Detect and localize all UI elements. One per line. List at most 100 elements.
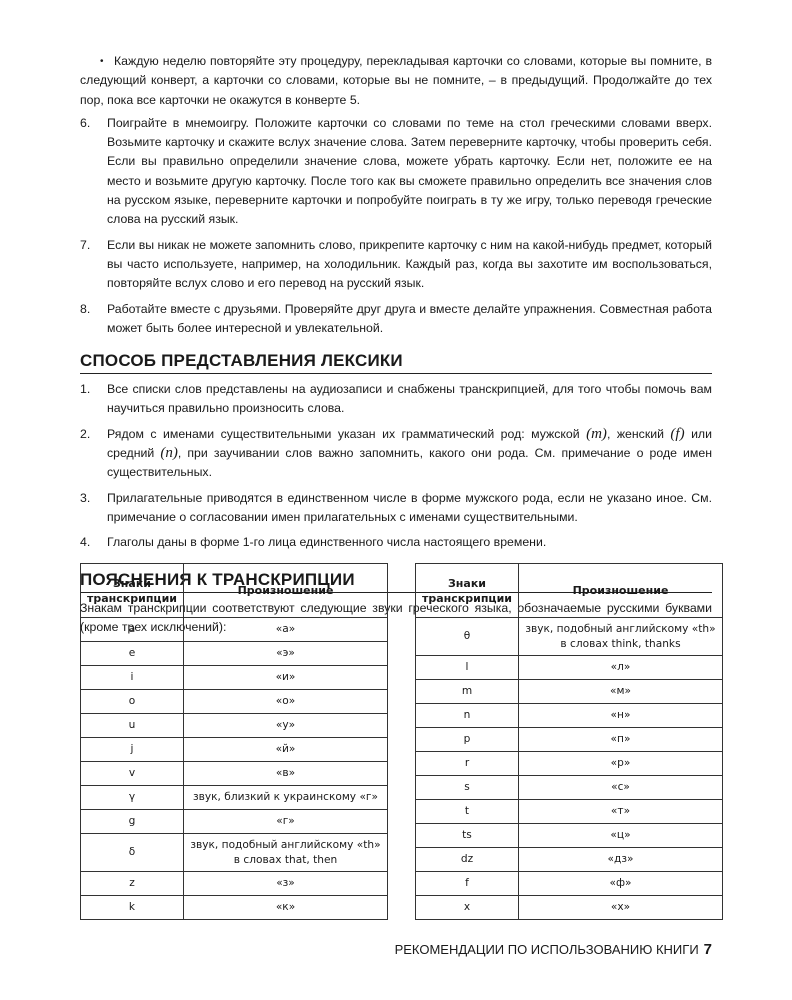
section-heading: СПОСОБ ПРЕДСТАВЛЕНИЯ ЛЕКСИКИ [80, 350, 712, 375]
pronunciation-cell: звук, близкий к украинскому «г» [183, 785, 388, 810]
table-row: m «м» [415, 679, 723, 704]
pronunciation-cell: «э» [183, 641, 388, 666]
bullet: • [100, 56, 104, 67]
item-number: 6. [80, 115, 91, 130]
list-item: 4. Глаголы даны в форме 1-го лица единств… [80, 533, 712, 552]
table-row: ts «ц» [415, 823, 723, 848]
symbol-cell: e [80, 641, 184, 666]
pronunciation-cell: «о» [183, 689, 388, 714]
symbol-cell: k [80, 895, 184, 920]
header-cell: Произношение [518, 563, 723, 618]
table-row: o «о» [80, 689, 388, 714]
footer: РЕКОМЕНДАЦИИ ПО ИСПОЛЬЗОВАНИЮ КНИГИ 7 [395, 941, 712, 958]
list-item: 3. Прилагательные приводятся в единственн… [80, 489, 712, 528]
list-item: 1. Все списки слов представлены на аудиоз… [80, 380, 712, 419]
header-cell: Знаки транскрипции [415, 563, 519, 618]
pronunciation-cell: «и» [183, 665, 388, 690]
pronunciation-cell: «н» [518, 703, 723, 728]
symbol-cell: dz [415, 847, 519, 872]
table-row: x «х» [415, 895, 723, 920]
symbol-cell: f [415, 871, 519, 896]
pronunciation-cell: «ц» [518, 823, 723, 848]
table-row: i «и» [80, 665, 388, 690]
item-number: 3. [80, 490, 91, 505]
pronunciation-cell: «у» [183, 713, 388, 738]
table-row: dz «дз» [415, 847, 723, 872]
pronunciation-cell: «х» [518, 895, 723, 920]
bullet-paragraph: • Каждую неделю повторяйте эту процедуру,… [80, 52, 712, 110]
table-row: s «с» [415, 775, 723, 800]
symbol-cell: g [80, 809, 184, 834]
pronunciation-cell: «л» [518, 655, 723, 680]
table-row: l «л» [415, 655, 723, 680]
symbol-cell: x [415, 895, 519, 920]
transcription-table: Знаки транскрипции Произношение a «а» e «э» i «… [80, 563, 388, 920]
list-item: 7. Если вы никак не можете запомнить слов… [80, 236, 712, 294]
symbol-cell: p [415, 727, 519, 752]
table-row: a «а» [80, 617, 388, 642]
item-number: 2. [80, 426, 91, 441]
symbol-cell: r [415, 751, 519, 776]
table-row: p «п» [415, 727, 723, 752]
pronunciation-cell: «м» [518, 679, 723, 704]
list-item: 2. Рядом с именами существительными указа… [80, 425, 712, 483]
item-text: Глаголы даны в форме 1-го лица единствен… [107, 535, 547, 550]
lexicon-list: 1. Все списки слов представлены на аудиоз… [80, 380, 712, 552]
table-row: γ звук, близкий к украинскому «г» [80, 785, 388, 810]
tips-list: 6. Поиграйте в мнемоигру. Положите карточ… [80, 114, 712, 338]
table-row: f «ф» [415, 871, 723, 896]
symbol-cell: z [80, 871, 184, 896]
item-text: Поиграйте в мнемоигру. Положите карточки… [107, 115, 712, 227]
header-cell: Знаки транскрипции [80, 563, 184, 618]
table-row: e «э» [80, 641, 388, 666]
item-text: или средний [107, 426, 712, 461]
pronunciation-cell: «р» [518, 751, 723, 776]
pronunciation-cell: «с» [518, 775, 723, 800]
transcription-table: Знаки транскрипции Произношение θ звук, под… [415, 563, 723, 920]
table-row: t «т» [415, 799, 723, 824]
table-row: g «г» [80, 809, 388, 834]
symbol-cell: s [415, 775, 519, 800]
symbol-cell: j [80, 737, 184, 762]
table-row: k «к» [80, 895, 388, 920]
item-number: 1. [80, 382, 91, 397]
list-item: 6. Поиграйте в мнемоигру. Положите карточ… [80, 114, 712, 230]
paragraph-text: Каждую неделю повторяйте эту процедуру, … [80, 54, 712, 107]
symbol-cell: ts [415, 823, 519, 848]
pronunciation-cell: «ф» [518, 871, 723, 896]
symbol-cell: δ [80, 833, 184, 872]
item-text: Прилагательные приводятся в единственном… [107, 490, 712, 524]
pronunciation-cell: звук, подобный английскому «th» в словах… [183, 833, 388, 872]
item-text: Работайте вместе с друзьями. Проверяйте … [107, 301, 712, 335]
pronunciation-cell: «г» [183, 809, 388, 834]
gender-mark: (f) [670, 425, 685, 442]
item-number: 4. [80, 535, 91, 550]
pronunciation-cell: «в» [183, 761, 388, 786]
symbol-cell: n [415, 703, 519, 728]
header-cell: Произношение [183, 563, 388, 618]
transcription-tables: Знаки транскрипции Произношение a «а» e «э» i «… [80, 563, 723, 935]
table-row: u «у» [80, 713, 388, 738]
header-row: Знаки транскрипции Произношение [80, 563, 388, 618]
table-row: δ звук, подобный английскому «th» в слова… [80, 833, 388, 872]
pronunciation-cell: «а» [183, 617, 388, 642]
item-text: Если вы никак не можете запомнить слово,… [107, 237, 712, 291]
item-text: Все списки слов представлены на аудиозап… [107, 382, 712, 416]
content: • Каждую неделю повторяйте эту процедуру,… [80, 52, 712, 641]
table-row: n «н» [415, 703, 723, 728]
table-row: z «з» [80, 871, 388, 896]
pronunciation-cell: «п» [518, 727, 723, 752]
list-item: 8. Работайте вместе с друзьями. Проверяйт… [80, 300, 712, 339]
table-row: v «в» [80, 761, 388, 786]
pronunciation-cell: звук, подобный английскому «th» в словах… [518, 617, 723, 656]
item-text: , при заучивании слов важно запомнить, к… [107, 446, 712, 480]
running-title: РЕКОМЕНДАЦИИ ПО ИСПОЛЬЗОВАНИЮ КНИГИ [394, 942, 699, 957]
gender-mark: (n) [160, 445, 178, 462]
page-number: 7 [703, 941, 712, 958]
item-number: 7. [80, 237, 91, 252]
pronunciation-cell: «т» [518, 799, 723, 824]
table-row: r «р» [415, 751, 723, 776]
item-number: 8. [80, 301, 91, 316]
